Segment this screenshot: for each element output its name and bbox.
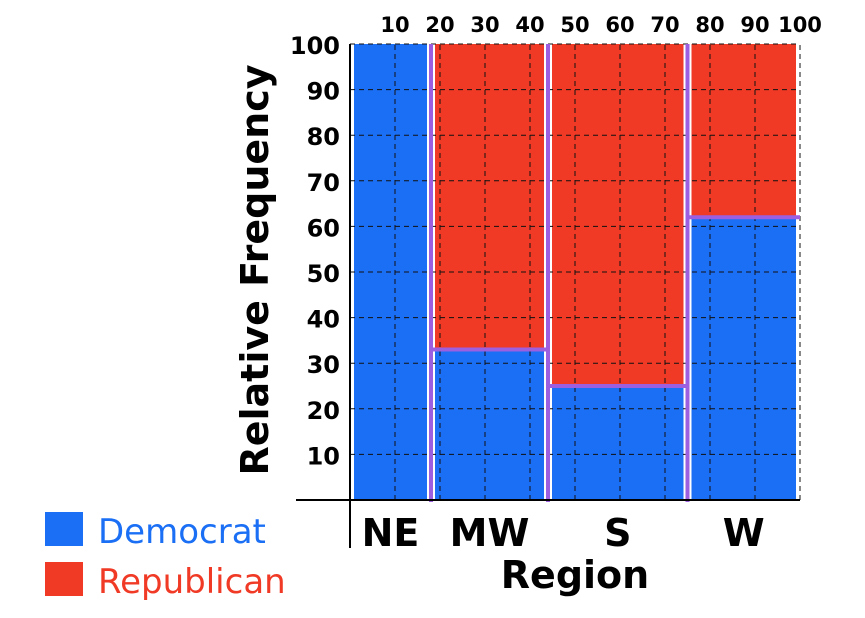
- y-tick-label: 30: [307, 351, 340, 379]
- legend: Democrat Republican: [45, 512, 286, 602]
- y-tick-label: 40: [307, 306, 340, 334]
- region-labels: NE MW S W: [362, 511, 765, 555]
- bar-segment-democrat-w: [691, 217, 796, 500]
- bar-segment-republican-mw: [435, 44, 544, 350]
- y-tick-label: 80: [307, 123, 340, 151]
- x-tick-label: 60: [605, 13, 634, 37]
- x-tick-label: 90: [740, 13, 769, 37]
- legend-label-democrat: Democrat: [98, 512, 266, 552]
- legend-swatch-republican: [45, 562, 83, 596]
- y-tick-label: 10: [307, 442, 340, 470]
- y-tick-label: 20: [307, 397, 340, 425]
- x-tick-label: 10: [380, 13, 409, 37]
- grid-lines: [350, 43, 801, 500]
- x-tick-label: 20: [425, 13, 454, 37]
- bar-segment-democrat-s: [552, 386, 684, 500]
- axes: [296, 44, 800, 548]
- y-tick-label: 100: [290, 32, 340, 60]
- bar-segment-democrat-mw: [435, 349, 544, 500]
- region-label-w: W: [723, 511, 765, 555]
- y-tick-label: 90: [307, 78, 340, 106]
- region-label-ne: NE: [362, 511, 420, 555]
- y-tick-label: 70: [307, 169, 340, 197]
- x-tick-label: 100: [778, 13, 822, 37]
- x-tick-labels: 10 20 30 40 50 60 70 80 90 100: [380, 13, 822, 37]
- x-tick-label: 80: [695, 13, 724, 37]
- bar-segment-republican-s: [552, 44, 684, 386]
- x-axis-label: Region: [501, 553, 649, 597]
- legend-swatch-democrat: [45, 512, 83, 546]
- x-tick-label: 30: [470, 13, 499, 37]
- bar-segments: [354, 44, 796, 500]
- region-label-s: S: [604, 511, 631, 555]
- region-label-mw: MW: [450, 511, 530, 555]
- y-tick-label: 60: [307, 214, 340, 242]
- x-tick-label: 70: [650, 13, 679, 37]
- legend-label-republican: Republican: [98, 562, 286, 602]
- region-dividers: [429, 44, 800, 502]
- x-tick-label: 40: [515, 13, 544, 37]
- x-tick-label: 50: [560, 13, 589, 37]
- y-tick-labels: 10 20 30 40 50 60 70 80 90 100: [290, 32, 340, 470]
- y-axis-label: Relative Frequency: [233, 64, 277, 475]
- bar-segment-republican-w: [691, 44, 796, 218]
- y-tick-label: 50: [307, 260, 340, 288]
